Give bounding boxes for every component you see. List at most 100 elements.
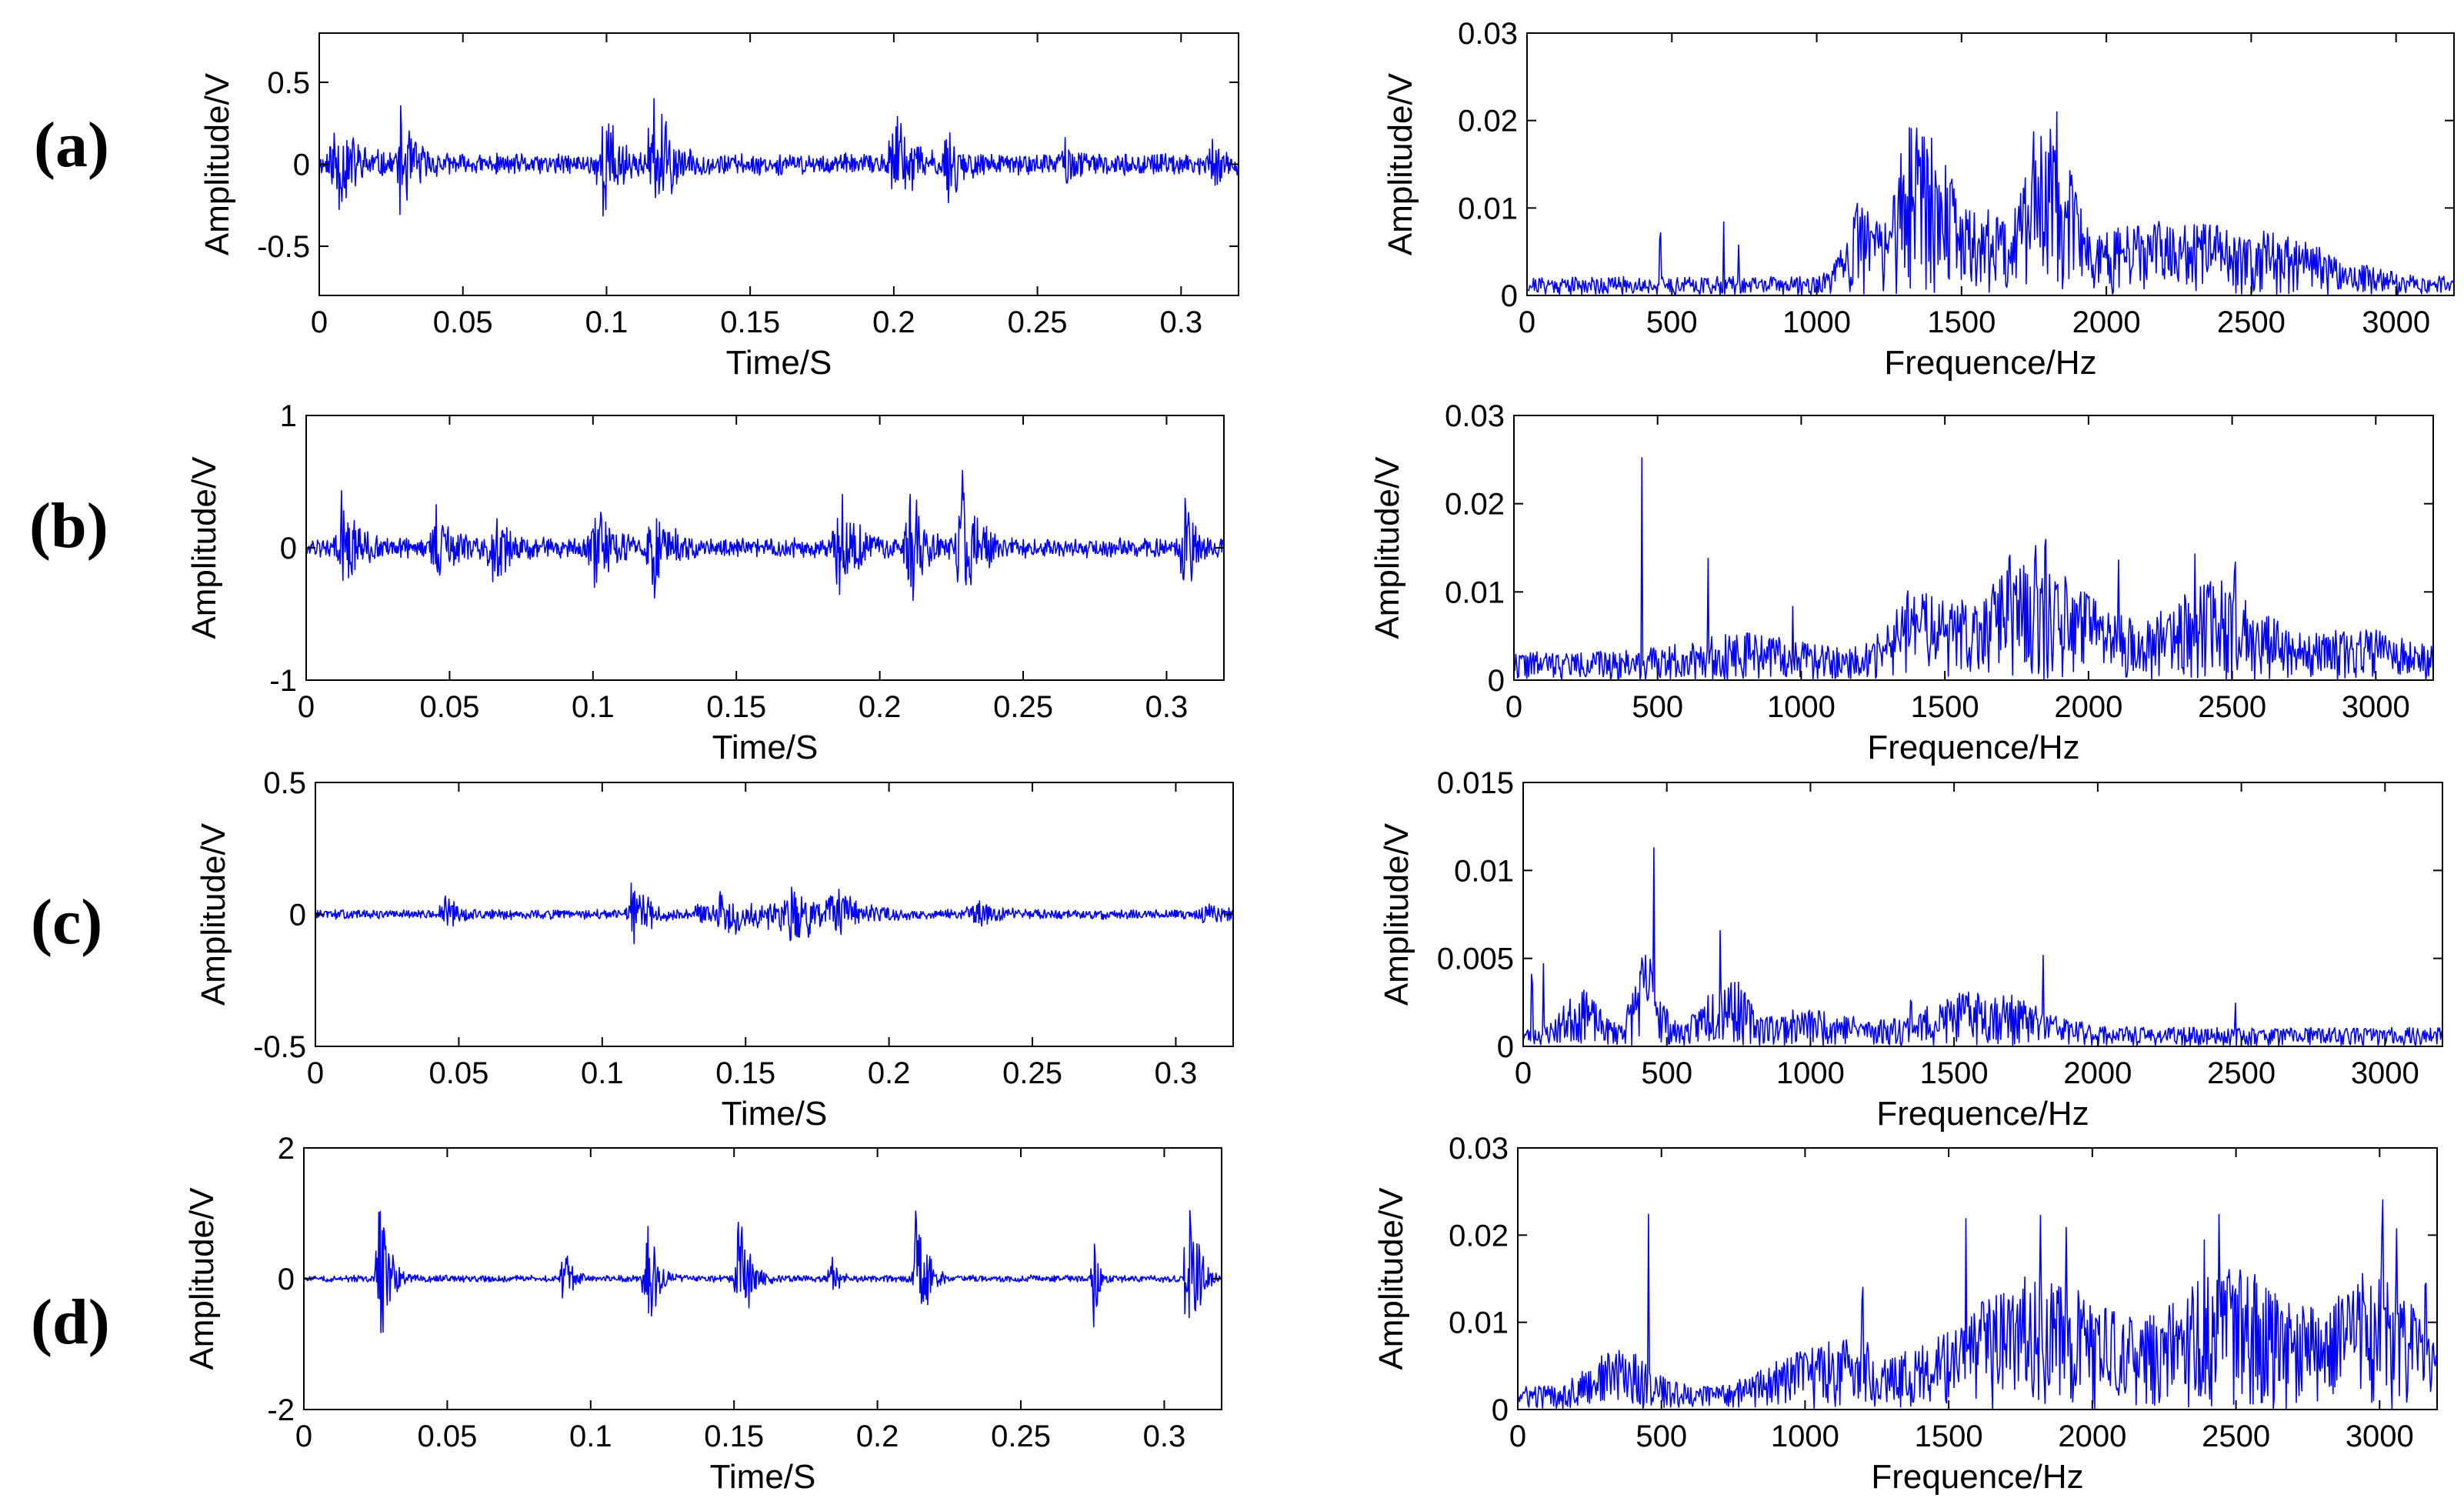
series-line-c-time [315,882,1234,945]
x-tick-label-d-freq: 0 [1509,1420,1526,1453]
x-tick-label-a-time: 0.15 [720,305,780,339]
y-tick-label-b-time: 1 [280,399,297,433]
x-tick-label-b-freq: 3000 [2342,690,2410,724]
x-tick-label-c-freq: 0 [1515,1056,1532,1090]
y-axis-label-a-time: Amplitude/V [198,72,236,255]
x-tick-label-d-freq: 2500 [2202,1420,2270,1453]
x-axis-label-d-time: Time/S [710,1458,816,1496]
series-line-c-freq [1522,847,2443,1046]
x-tick-label-d-time: 0.2 [856,1420,899,1453]
y-axis-label-a-freq: Amplitude/V [1382,72,1419,255]
x-tick-label-b-time: 0 [298,690,315,724]
y-tick-label-d-time: -2 [267,1393,295,1427]
y-tick-label-d-freq: 0.02 [1449,1219,1509,1253]
y-tick-label-a-freq: 0.03 [1458,17,1518,51]
y-tick-label-d-time: 0 [278,1263,295,1296]
chart-b-freq: 0 500 1000 1500 2000 2500 3000 0 0.01 0.02 0.03 Fre… [1369,399,2434,766]
x-tick-label-c-time: 0.3 [1155,1056,1198,1090]
y-tick-label-b-time: 0 [280,532,297,566]
x-tick-label-b-freq: 2500 [2198,690,2266,724]
y-tick-label-a-time: -0.5 [257,230,310,264]
axes-frame-b-freq [1513,415,2434,681]
chart-b-time: 0 0.05 0.1 0.15 0.2 0.25 0.3-101Time/SAmplitud… [185,399,1225,766]
x-axis-label-c-freq: Frequence/Hz [1876,1095,2089,1133]
x-tick-label-c-time: 0.25 [1002,1056,1062,1090]
chart-c-time: 0 0.05 0.1 0.15 0.2 0.25 0.3-0.500.5Time/SAmpl… [195,766,1234,1133]
y-tick-label-c-time: 0.5 [263,766,306,800]
x-tick-label-a-time: 0.25 [1008,305,1068,339]
x-tick-label-c-freq: 500 [1641,1056,1692,1090]
x-axis-label-b-time: Time/S [712,729,819,766]
x-axis-label-c-time: Time/S [722,1095,828,1133]
y-tick-label-b-time: -1 [269,664,297,698]
x-tick-label-c-time: 0.1 [581,1056,624,1090]
x-tick-label-a-time: 0.3 [1160,305,1203,339]
x-axis-label-b-freq: Frequence/Hz [1867,729,2079,766]
y-tick-label-c-time: -0.5 [253,1030,306,1064]
y-tick-label-a-freq: 0.01 [1458,192,1518,225]
x-tick-label-d-time: 0.15 [704,1420,764,1453]
x-tick-label-b-time: 0.15 [706,690,766,724]
x-tick-label-b-time: 0.25 [993,690,1053,724]
y-tick-label-a-time: 0 [293,148,310,182]
y-tick-label-b-freq: 0 [1488,664,1505,698]
x-tick-label-a-time: 0 [311,305,328,339]
x-tick-label-b-freq: 500 [1632,690,1683,724]
series-line-b-freq [1513,457,2434,681]
y-tick-label-c-freq: 0.015 [1437,766,1514,800]
series-line-d-time [303,1209,1222,1333]
series-line-b-time [305,469,1225,602]
x-tick-label-d-freq: 1500 [1915,1420,1983,1453]
y-axis-label-d-time: Amplitude/V [183,1187,221,1370]
axes-frame-a-freq [1526,32,2455,296]
y-tick-label-a-freq: 0 [1501,279,1518,313]
y-axis-label-b-time: Amplitude/V [185,456,223,639]
x-tick-label-b-freq: 1500 [1911,690,1979,724]
y-tick-label-c-freq: 0.005 [1437,942,1514,976]
x-tick-label-b-time: 0.1 [572,690,615,724]
x-tick-label-a-freq: 1500 [1927,305,1996,339]
x-tick-label-d-time: 0.1 [569,1420,612,1453]
series-line-d-freq [1517,1199,2438,1410]
x-axis-label-a-time: Time/S [726,344,832,382]
x-tick-label-a-freq: 0 [1519,305,1535,339]
x-tick-label-c-freq: 2500 [2207,1056,2276,1090]
y-tick-label-a-freq: 0.02 [1458,105,1518,138]
axes-frame-d-freq [1517,1147,2438,1410]
x-tick-label-a-freq: 2500 [2217,305,2286,339]
y-tick-label-d-time: 2 [278,1132,295,1166]
x-tick-label-c-freq: 1000 [1776,1056,1845,1090]
y-tick-label-b-freq: 0.02 [1445,488,1505,522]
x-tick-label-d-time: 0.05 [417,1420,477,1453]
x-tick-label-a-time: 0.05 [433,305,493,339]
x-tick-label-a-time: 0.2 [872,305,915,339]
x-tick-label-c-freq: 2000 [2063,1056,2132,1090]
x-tick-label-b-freq: 0 [1505,690,1522,724]
x-tick-label-c-time: 0.05 [428,1056,488,1090]
x-tick-label-c-time: 0 [307,1056,324,1090]
x-tick-label-c-freq: 3000 [2351,1056,2419,1090]
x-tick-label-d-freq: 3000 [2346,1420,2414,1453]
x-tick-label-b-time: 0.05 [419,690,479,724]
y-tick-label-b-freq: 0.01 [1445,576,1505,609]
x-tick-label-c-time: 0.2 [868,1056,911,1090]
chart-c-freq: 0 500 1000 1500 2000 2500 3000 0 0.005 0.01 0.015 F… [1378,766,2443,1133]
series-line-a-time [318,98,1239,217]
y-tick-label-d-freq: 0.01 [1449,1306,1509,1340]
x-tick-label-b-time: 0.2 [859,690,902,724]
y-axis-label-b-freq: Amplitude/V [1369,456,1406,639]
row-label-a: (a) [34,109,109,181]
y-tick-label-c-freq: 0 [1497,1030,1514,1064]
x-tick-label-c-time: 0.15 [715,1056,775,1090]
x-tick-label-d-time: 0.3 [1143,1420,1186,1453]
x-tick-label-b-time: 0.3 [1145,690,1189,724]
chart-d-freq: 0 500 1000 1500 2000 2500 3000 0 0.01 0.02 0.03 Fre… [1372,1132,2438,1496]
y-tick-label-d-freq: 0 [1492,1393,1509,1427]
y-tick-label-b-freq: 0.03 [1445,399,1505,433]
x-axis-label-d-freq: Frequence/Hz [1871,1458,2083,1496]
x-tick-label-d-freq: 2000 [2058,1420,2126,1453]
chart-a-freq: 0 500 1000 1500 2000 2500 3000 0 0.01 0.02 0.03 Fre… [1382,17,2455,382]
y-tick-label-a-time: 0.5 [267,66,310,100]
